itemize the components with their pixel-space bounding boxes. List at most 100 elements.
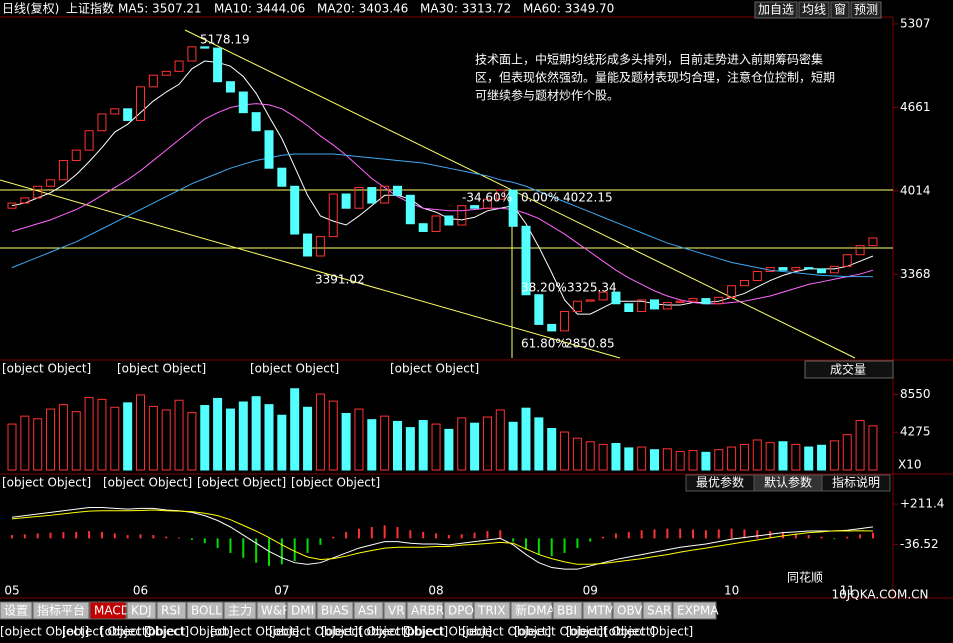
candle [457,205,467,226]
ma-label: MA20: 3403.46 [317,2,408,16]
indicator-tab[interactable] [32,601,90,620]
volume-bar [418,420,428,471]
indicator-tab-label[interactable]: DMI [291,604,314,618]
indicator-tab[interactable] [0,601,33,620]
header-button[interactable] [754,1,798,19]
indicator-tab-label[interactable]: MACD [94,604,130,618]
watermark: 同花顺 [787,570,823,585]
annotation: 4022.15 [563,191,613,205]
candle [817,268,827,274]
candle [58,159,68,181]
candle [547,323,557,332]
volume-legend: [object Object] [250,362,339,376]
indicator-button-label[interactable]: 最优参数 [696,475,744,490]
indicator-tab[interactable] [473,601,511,620]
indicator-tab[interactable] [443,601,474,620]
candle [20,197,30,204]
candle [187,46,197,62]
candle [482,198,492,209]
header-button[interactable] [798,1,830,19]
indicator-tab[interactable] [186,601,224,620]
annotation: 38.20% [521,281,567,295]
indicator-button-label[interactable]: 指标说明 [832,475,880,490]
header-button-label[interactable]: 预测 [854,3,878,17]
indicator-select[interactable] [804,360,894,379]
volume-bar [354,408,364,471]
volume-bar [7,423,17,471]
candle [585,299,595,302]
indicator-tab[interactable] [223,601,257,620]
ma-label: MA60: 3349.70 [523,2,614,16]
indicator-tab[interactable] [89,601,127,620]
candle [778,267,788,271]
volume-bar [303,406,313,471]
indicator-select-label[interactable]: 成交量 [830,362,866,377]
indicator-tab[interactable] [642,601,673,620]
annotation: 0.00% [521,191,559,205]
volume-bar [97,398,107,471]
indicator-tab[interactable] [510,601,553,620]
indicator-tab[interactable] [256,601,287,620]
header-button-label[interactable]: 窗 [834,3,846,17]
volume-bar [855,420,865,471]
macd-legend: [object Object] [103,476,192,490]
indicator-tab-label[interactable]: ASI [358,604,377,618]
candle [354,187,364,209]
header-button-label[interactable]: 均线 [802,3,826,17]
candle [701,298,711,305]
indicator-tab[interactable] [383,601,407,620]
indicator-line [11,60,874,315]
indicator-tab[interactable] [353,601,384,620]
candle [277,167,287,187]
indicator-tab-label[interactable]: OBV [617,604,643,618]
indicator-tab[interactable] [552,601,583,620]
candle [367,187,377,204]
indicator-tab-label[interactable]: VR [388,604,405,618]
indicator-tab-label[interactable]: TRIX [477,604,505,618]
indicator-tab-label[interactable]: SAR [647,604,671,618]
indicator-tab-label[interactable]: MTM [587,604,615,618]
volume-bar [817,444,827,471]
indicator-tab[interactable] [406,601,444,620]
annotation: 3325.34 [567,281,617,295]
indicator-tab-label[interactable]: 主力 [228,604,252,618]
candle [662,301,672,310]
indicator-tab[interactable] [286,601,317,620]
volume-bar [328,400,338,471]
indicator-tab[interactable] [612,601,643,620]
header-button[interactable] [850,1,882,19]
indicator-tab[interactable] [672,601,717,620]
annotation: 3391.02 [315,273,365,287]
indicator-tab-label[interactable]: EXPMA [677,604,719,618]
indicator-tab-label[interactable]: BIAS [321,604,349,618]
indicator-tab-label[interactable]: BBI [557,604,577,618]
indicator-tab-label[interactable]: KDJ [131,604,152,618]
indicator-tab[interactable] [582,601,613,620]
indicator-tab-label[interactable]: BOLL [191,604,222,618]
indicator-tab-label[interactable]: 设置 [4,604,28,618]
header-button[interactable] [830,1,850,19]
candle [251,112,261,132]
indicator-tab[interactable] [156,601,187,620]
indicator-button[interactable] [821,474,891,492]
candle [213,47,223,83]
volume-bar [213,397,223,471]
indicator-tab-label[interactable]: DPO [448,604,474,618]
indicator-tab-label[interactable]: W&R [261,604,291,618]
indicator-tab-label[interactable]: ARBR [411,604,444,618]
header-button-label[interactable]: 加自选 [758,3,794,17]
volume-bar [804,446,814,471]
candle [829,265,839,274]
indicator-button-label[interactable]: 默认参数 [764,475,812,490]
indicator-tab[interactable] [316,601,354,620]
ma-label: MA30: 3313.72 [420,2,511,16]
indicator-tab[interactable] [126,601,157,620]
commentary: 技术面上，中短期均线形成多头排列，目前走势进入前期筹码密集 [475,52,823,67]
volume-bar [675,450,685,471]
indicator-tab-label[interactable]: 新DMA [515,603,556,618]
candle [534,294,544,325]
indicator-tab-label[interactable]: 指标平台 [37,603,85,618]
candle [303,233,313,257]
candle [380,185,390,204]
indicator-tab-label[interactable]: RSI [161,604,181,618]
